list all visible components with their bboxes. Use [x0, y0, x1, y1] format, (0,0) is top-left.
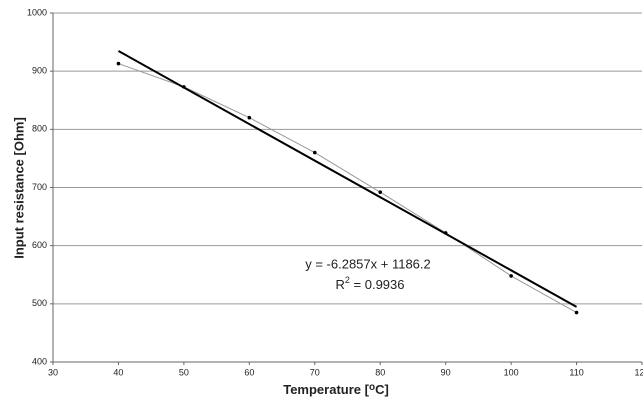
x-tick-label: 100	[504, 367, 519, 377]
data-point	[182, 85, 186, 89]
r-squared: R2 = 0.9936	[336, 275, 405, 292]
x-axis-title-tail: C]	[375, 382, 389, 397]
data-point	[247, 115, 252, 120]
data-point	[378, 190, 383, 194]
trend-equation: y = -6.2857x + 1186.2	[305, 256, 431, 271]
data-line	[118, 63, 577, 313]
x-tick-label: 30	[48, 367, 58, 377]
r2-tail: = 0.9936	[350, 277, 405, 292]
x-axis-title-main: Temperature [	[283, 382, 369, 397]
x-axis-title-sup: o	[369, 382, 375, 393]
x-tick-label: 80	[375, 367, 385, 377]
x-tick-label: 110	[569, 367, 583, 377]
y-tick-label: 500	[32, 298, 47, 308]
x-axis-title: Temperature [oC]	[283, 382, 389, 398]
data-point	[509, 274, 513, 278]
y-tick-label: 700	[32, 182, 47, 192]
y-tick-label: 900	[32, 66, 47, 76]
x-tick-label: 60	[244, 367, 254, 377]
x-tick-label: 70	[310, 367, 320, 377]
data-point	[443, 231, 448, 235]
r2-sup: 2	[345, 275, 350, 285]
data-point	[116, 61, 121, 66]
x-tick-label: 120	[634, 367, 643, 377]
x-tick-label: 50	[179, 367, 189, 377]
data-point	[574, 310, 579, 315]
y-tick-label: 600	[32, 240, 47, 250]
y-tick-label: 400	[32, 356, 47, 366]
x-tick-label: 90	[441, 367, 451, 377]
y-axis-title: Input resistance [Ohm]	[11, 117, 26, 259]
y-tick-label: 1000	[27, 7, 47, 17]
x-tick-label: 40	[113, 367, 123, 377]
data-point	[312, 150, 317, 155]
y-tick-label: 800	[32, 124, 47, 134]
r2-base: R	[336, 277, 345, 292]
trendline	[117, 50, 578, 308]
